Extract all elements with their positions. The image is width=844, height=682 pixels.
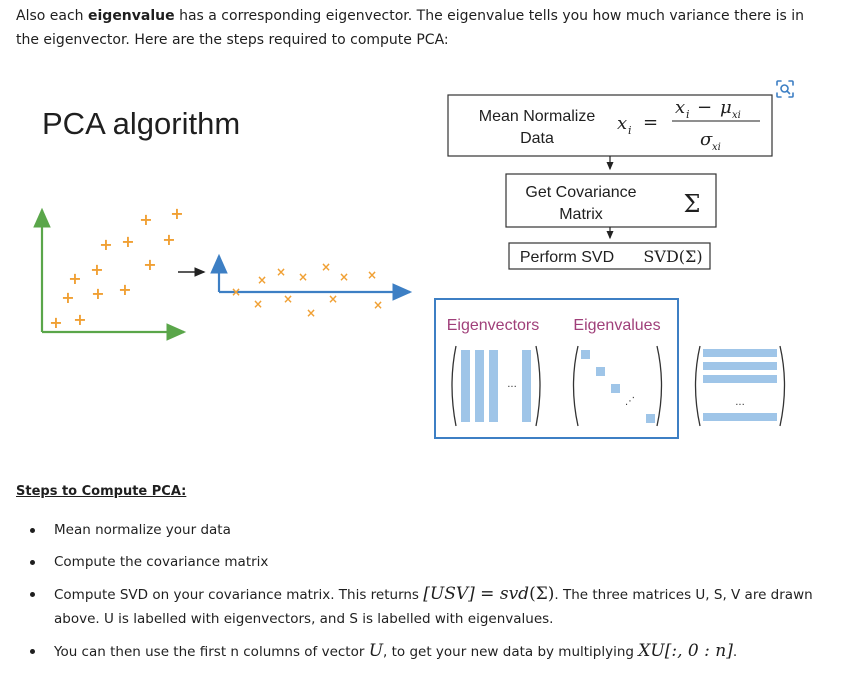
intro-paragraph: Also each eigenvalue has a corresponding… — [16, 4, 816, 52]
pca-figure: PCA algorithm + + + + + + + + + + + + + … — [33, 94, 786, 439]
cross-marker: × — [328, 292, 338, 306]
cross-markers: × × × × × × × × × × × × — [231, 260, 383, 320]
box1-den-sub: xi — [712, 142, 721, 153]
cross-marker: × — [367, 268, 377, 282]
plus-marker: + — [49, 313, 62, 332]
intro-before: Also each — [16, 8, 88, 24]
step-4-text-c: . — [732, 644, 738, 660]
s-matrix: ⋰ — [572, 345, 663, 427]
step-3-eq: = — [474, 584, 500, 604]
box3-math: SVD(Σ) — [643, 247, 702, 266]
box1-lhs: x — [617, 113, 627, 134]
step-4-text-b: , to get your new data by multiplying — [383, 644, 639, 660]
step-2: Compute the covariance matrix — [54, 554, 269, 570]
list-item: Mean normalize your data — [16, 518, 816, 542]
plus-markers: + + + + + + + + + + + + + — [49, 204, 183, 332]
step-3-text-a: Compute SVD on your covariance matrix. T… — [54, 587, 424, 603]
cross-marker: × — [276, 265, 286, 279]
covariance-box — [505, 173, 717, 228]
cross-marker: × — [231, 285, 241, 299]
box2-sigma: Σ — [684, 190, 701, 218]
plus-marker: + — [143, 255, 156, 274]
steps-list: Mean normalize your data Compute the cov… — [16, 518, 816, 672]
plus-marker: + — [68, 269, 81, 288]
step-4-math-xu: XU[:, 0 : n] — [638, 641, 733, 661]
plus-marker: + — [91, 284, 104, 303]
plus-marker: + — [170, 204, 183, 223]
lens-search-button[interactable] — [774, 78, 796, 100]
box1-mu: μ — [720, 97, 732, 118]
steps-title: Steps to Compute PCA: — [16, 484, 187, 499]
lens-icon — [776, 80, 794, 98]
eigenvalues-label: Eigenvalues — [573, 317, 660, 334]
step-4-text-a: You can then use the first n columns of … — [54, 644, 369, 660]
box1-line1: Mean Normalize — [479, 108, 596, 125]
step-4-math-u: U — [368, 641, 384, 661]
cross-marker: × — [321, 260, 331, 274]
box3-label: Perform SVD — [520, 249, 614, 266]
intro-after: has a corresponding eigenvector. The eig… — [16, 8, 804, 48]
u-matrix: ... — [451, 345, 541, 427]
plus-marker: + — [73, 310, 86, 329]
box1-minus: − — [697, 97, 712, 118]
plus-marker: + — [90, 260, 103, 279]
cross-marker: × — [253, 297, 263, 311]
step-3-math-svd: svd — [499, 584, 530, 604]
list-item: Compute the covariance matrix — [16, 550, 816, 574]
s-dots: ⋰ — [625, 396, 635, 407]
cross-marker: × — [339, 270, 349, 284]
v-dots: ... — [735, 397, 745, 408]
plus-marker: + — [99, 235, 112, 254]
box1-num: x — [675, 97, 685, 118]
step-3-math-sigma: (Σ) — [529, 584, 555, 604]
svd-box — [508, 242, 711, 270]
list-item: You can then use the first n columns of … — [16, 639, 816, 664]
step-1: Mean normalize your data — [54, 522, 231, 538]
plus-marker: + — [118, 280, 131, 299]
figure-title: PCA algorithm — [42, 106, 240, 141]
box1-mu-sub: xi — [732, 110, 741, 121]
cross-marker: × — [373, 298, 383, 312]
cross-marker: × — [283, 292, 293, 306]
cross-marker: × — [298, 270, 308, 284]
u-dots: ... — [507, 379, 517, 390]
v-matrix: ... — [694, 345, 786, 427]
box1-den: σ — [700, 129, 713, 150]
plus-marker: + — [162, 230, 175, 249]
step-3-text-b: . The three matrices U, S, V are drawn a… — [54, 587, 813, 627]
box1-line2: Data — [520, 130, 554, 147]
intro-bold-term: eigenvalue — [88, 8, 175, 24]
box1-eq: = — [643, 112, 658, 133]
plus-marker: + — [61, 288, 74, 307]
plus-marker: + — [139, 210, 152, 229]
box1-lhs-sub: i — [628, 124, 632, 137]
cross-marker: × — [306, 306, 316, 320]
list-item: Compute SVD on your covariance matrix. T… — [16, 582, 816, 631]
box2-line1: Get Covariance — [525, 184, 636, 201]
plus-marker: + — [121, 232, 134, 251]
cross-marker: × — [257, 273, 267, 287]
step-3-math-usv: [USV] — [423, 584, 475, 604]
box2-line2: Matrix — [559, 206, 603, 223]
box1-num-sub: i — [686, 108, 690, 121]
eigenvectors-label: Eigenvectors — [447, 317, 540, 334]
